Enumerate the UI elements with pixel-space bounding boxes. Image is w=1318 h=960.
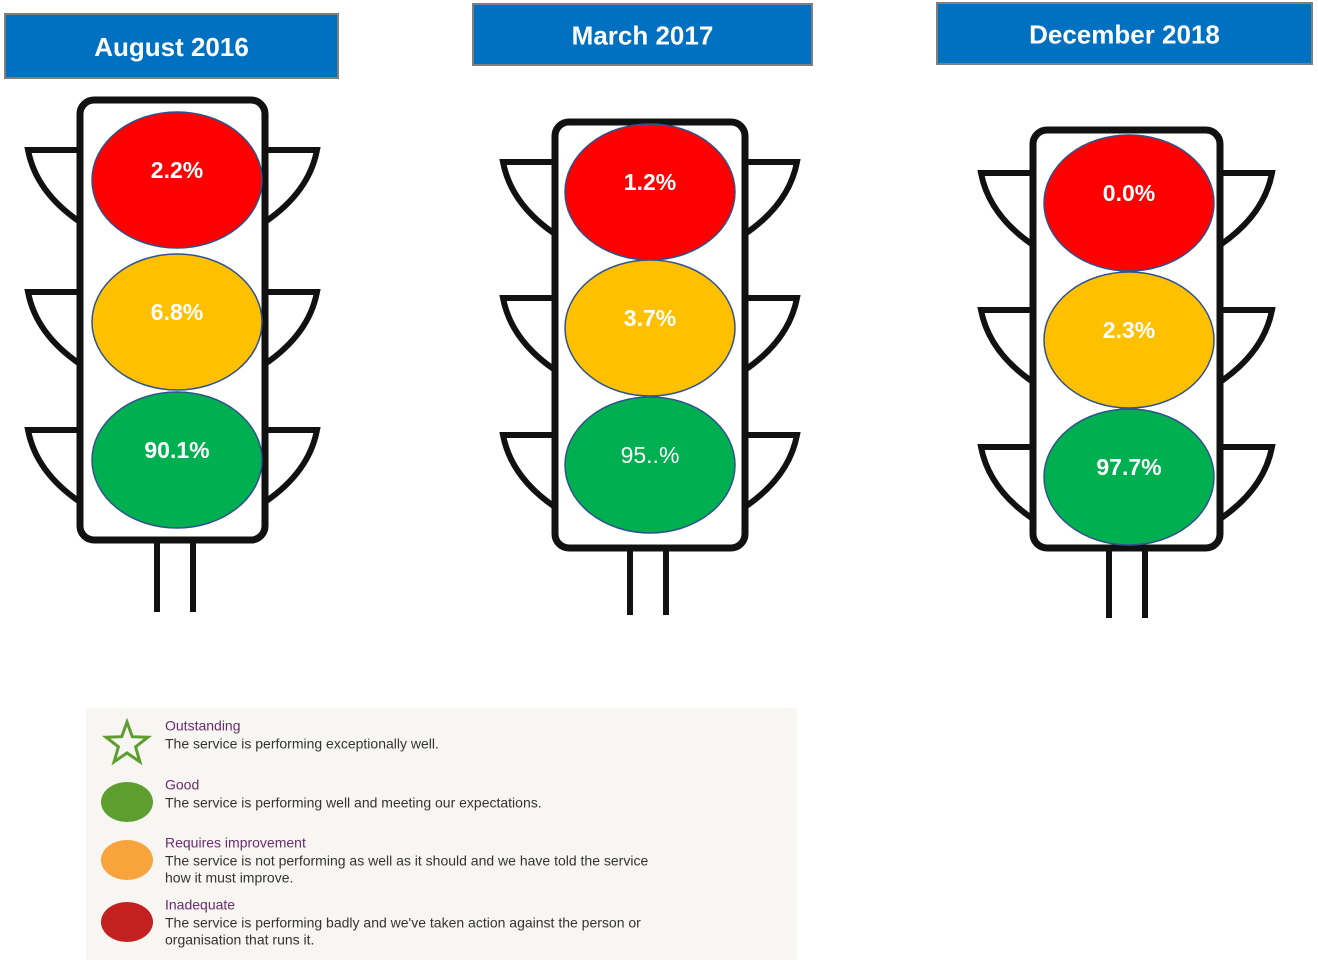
legend-desc: The service is performing exceptionally …: [165, 736, 439, 752]
amber-value: 3.7%: [624, 305, 676, 331]
wing: [745, 435, 797, 507]
green-value: 90.1%: [144, 437, 209, 463]
red-value: 1.2%: [624, 169, 676, 195]
wing: [981, 310, 1033, 382]
wing: [503, 162, 555, 234]
green-value: 95..%: [621, 442, 680, 468]
green-value: 97.7%: [1096, 454, 1161, 480]
wing: [265, 430, 317, 502]
wing: [981, 447, 1033, 519]
page: August 2016 2.2% 6.8% 90.1% March 2017 1.2% 3.…: [0, 0, 1318, 960]
wing: [28, 430, 80, 502]
wing: [265, 292, 317, 364]
rating-icon: [101, 840, 153, 880]
legend-desc: The service is performing well and meeti…: [165, 795, 542, 811]
amber-value: 2.3%: [1103, 317, 1155, 343]
wing: [745, 298, 797, 370]
legend-title: Outstanding: [165, 718, 241, 734]
red-value: 2.2%: [151, 157, 203, 183]
infographic: August 2016 2.2% 6.8% 90.1% March 2017 1.2% 3.…: [0, 0, 1318, 960]
wing: [981, 173, 1033, 245]
wing: [503, 435, 555, 507]
wing: [265, 150, 317, 222]
legend-desc: organisation that runs it.: [165, 932, 314, 948]
wing: [503, 298, 555, 370]
legend-title: Requires improvement: [165, 835, 306, 851]
panel-title: December 2018: [1029, 19, 1220, 49]
wing: [28, 150, 80, 222]
legend-desc: how it must improve.: [165, 870, 293, 886]
wing: [745, 162, 797, 234]
wing: [1220, 173, 1272, 245]
panel-title: August 2016: [94, 32, 249, 62]
legend-title: Good: [165, 777, 199, 793]
red-value: 0.0%: [1103, 180, 1155, 206]
wing: [1220, 447, 1272, 519]
wing: [1220, 310, 1272, 382]
legend-title: Inadequate: [165, 897, 235, 913]
legend-desc: The service is not performing as well as…: [165, 853, 648, 869]
amber-value: 6.8%: [151, 299, 203, 325]
rating-icon: [101, 782, 153, 822]
legend-desc: The service is performing badly and we'v…: [165, 915, 641, 931]
panel-title: March 2017: [572, 20, 714, 50]
wing: [28, 292, 80, 364]
rating-icon: [101, 902, 153, 942]
